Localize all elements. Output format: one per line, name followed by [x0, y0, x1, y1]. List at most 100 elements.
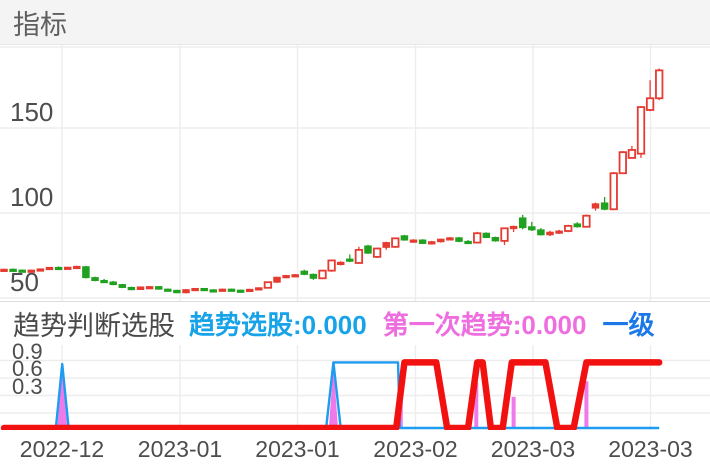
candle-body — [327, 259, 336, 272]
y-axis-tick: 150 — [10, 97, 54, 127]
candle-body — [0, 268, 8, 272]
candle-body — [645, 97, 655, 111]
signal-bar-pink — [511, 396, 516, 428]
candle-body — [546, 231, 554, 236]
x-axis-label: 2023-01 — [137, 435, 223, 462]
candle-body — [409, 239, 418, 243]
candle-body — [418, 239, 427, 244]
candle-body — [336, 261, 345, 266]
y-axis-tick: 50 — [10, 267, 39, 297]
candle-body — [627, 149, 637, 159]
candle-body — [372, 247, 382, 258]
signal-bar-pink — [474, 382, 479, 428]
candle-body — [455, 237, 463, 242]
candle-body — [173, 289, 181, 294]
x-axis-label: 2022-12 — [19, 435, 105, 462]
candle-body — [154, 286, 163, 290]
candle-body — [300, 270, 309, 275]
candle-body — [346, 258, 354, 262]
candle-body — [309, 273, 318, 279]
signal-spike-pink — [328, 364, 338, 428]
candle-body — [618, 151, 627, 175]
candle-body — [482, 232, 491, 238]
candle-body — [136, 286, 145, 290]
candle-body — [500, 227, 509, 242]
y-axis-tick: 0.6 — [12, 356, 43, 381]
candle-body — [464, 240, 472, 245]
y-axis-tick: 100 — [10, 182, 54, 212]
candle-body — [118, 284, 127, 288]
candle-body — [364, 245, 372, 254]
legend-level: 一级 — [602, 310, 655, 340]
candle-body — [564, 225, 573, 232]
candle-body — [473, 232, 482, 244]
legend-first-trend: 第一次趋势:0.000 — [382, 310, 587, 340]
candle-body — [255, 287, 263, 291]
candle-body — [282, 275, 290, 279]
candle-body — [509, 225, 518, 230]
x-axis-label: 2023-03 — [608, 435, 693, 462]
candle-body — [127, 286, 136, 291]
x-axis-label: 2023-03 — [490, 435, 576, 462]
candle-body — [291, 274, 299, 278]
candle-body — [263, 281, 273, 289]
candle-body — [200, 287, 208, 292]
x-axis: 2022-12 2023-01 2023-01 2023-02 2023-03 2023-… — [0, 430, 710, 472]
trend-section-title: 趋势判断选股 — [13, 311, 175, 341]
candle-body — [427, 241, 436, 245]
legend-trend-select: 趋势选股:0.000 — [189, 310, 367, 340]
indicator-header: 指标 — [0, 0, 710, 45]
candle-body — [145, 286, 154, 290]
candle-body — [600, 202, 609, 210]
candle-body — [537, 229, 545, 236]
candle-body — [573, 223, 582, 228]
candle-body — [318, 269, 327, 280]
candle-body — [382, 242, 390, 248]
candle-body — [245, 288, 254, 293]
candle-body — [18, 269, 26, 273]
x-axis-label: 2023-02 — [373, 435, 458, 462]
candle-body — [45, 266, 54, 271]
signal-spike-pink — [57, 367, 68, 428]
candle-body — [236, 289, 245, 293]
candle-body — [209, 289, 218, 293]
candle-body — [273, 276, 281, 283]
candle-body — [27, 269, 36, 273]
candle-body — [82, 266, 90, 279]
y-axis-tick: 0.3 — [12, 373, 43, 399]
candle-body — [63, 266, 72, 270]
candle-body — [36, 268, 45, 272]
candle-body — [218, 288, 227, 292]
candle-body — [191, 287, 199, 292]
candle-body — [100, 279, 108, 284]
candle-body — [164, 288, 172, 292]
candle-body — [582, 214, 591, 228]
y-axis-tick: 0.9 — [12, 338, 43, 364]
candlestick-chart[interactable] — [0, 45, 710, 301]
candle-body — [446, 237, 454, 241]
candle-body — [491, 236, 500, 242]
trend-line-red — [0, 359, 663, 432]
candle-body — [354, 248, 364, 264]
candle-body — [9, 268, 17, 272]
candle-body — [437, 238, 445, 243]
candle-body — [73, 265, 81, 270]
candle-body — [227, 288, 236, 292]
candle-body — [655, 69, 664, 100]
candle-body — [391, 237, 400, 248]
candle-body — [609, 172, 618, 211]
candle-body — [636, 106, 646, 155]
candle-body — [555, 230, 563, 234]
candle-body — [518, 217, 527, 229]
candle-body — [528, 226, 536, 231]
candle-body — [54, 266, 63, 271]
candle-body — [109, 281, 117, 286]
trend-section-header: 趋势判断选股 趋势选股:0.000 第一次趋势:0.000 一级 — [0, 302, 710, 345]
candle-body — [400, 235, 409, 241]
candle-body — [182, 289, 190, 294]
candle-body — [91, 277, 99, 281]
trend-indicator-chart[interactable] — [0, 345, 710, 432]
signal-bar-pink — [584, 381, 589, 428]
signal-line-blue — [332, 362, 342, 429]
candle-body — [591, 203, 600, 209]
